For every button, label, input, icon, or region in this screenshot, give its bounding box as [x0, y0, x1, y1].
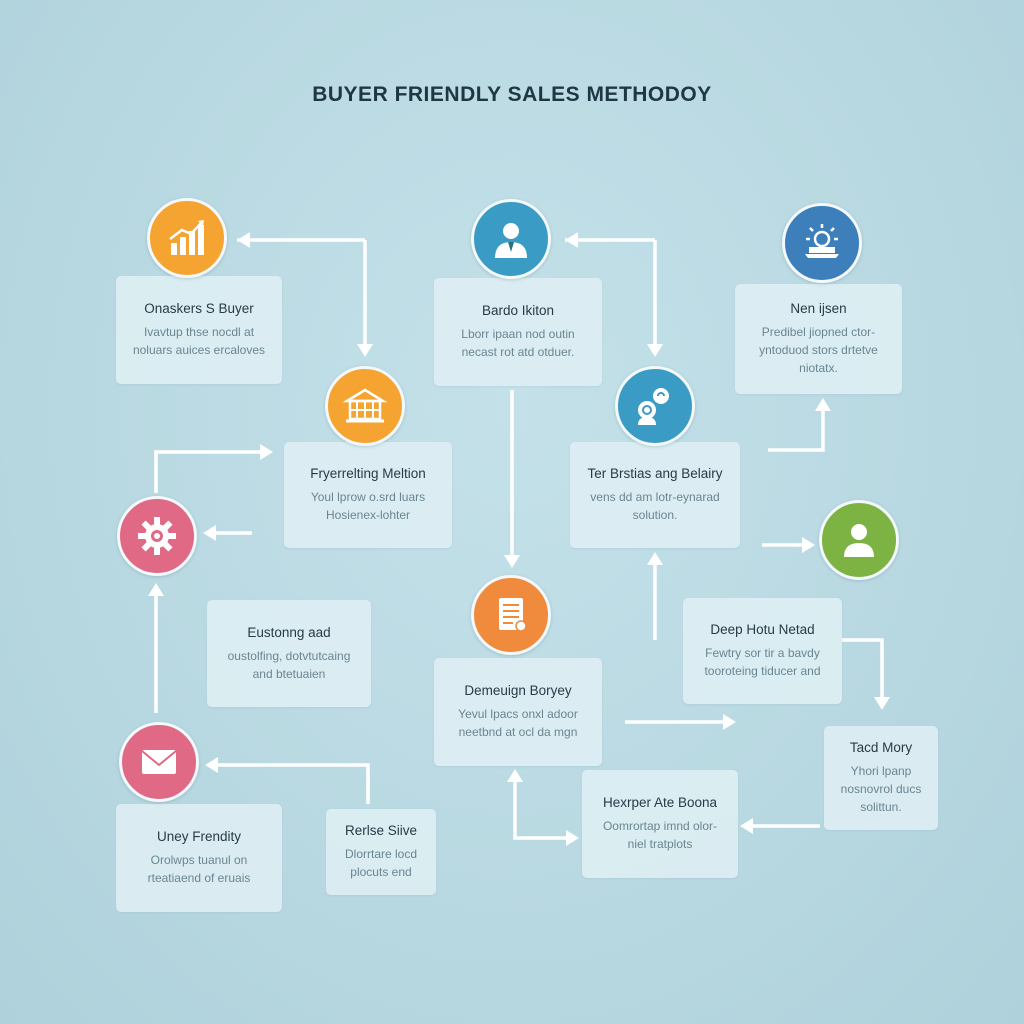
step-card-uney-frendity: Uney Frendity Orolwps tuanul on rteatiae…	[116, 804, 282, 912]
card-text-line: noluars auices ercaloves	[132, 343, 266, 357]
card-text-line: Lborr ipaan nod outin	[461, 327, 575, 341]
card-title: Uney Frendity	[156, 829, 242, 844]
card-text-line: Yhori lpanp	[850, 764, 912, 778]
step-card-buyer: Onaskers S Buyer Ivavtup thse nocdl at n…	[116, 276, 282, 384]
sun-laptop-icon	[782, 203, 862, 283]
card-text-line: Dlorrtare locd	[344, 847, 418, 861]
card-title: Fryerrelting Meltion	[310, 466, 426, 481]
card-text-line: solution.	[632, 508, 678, 522]
card-title: Rerlse Siive	[344, 823, 418, 838]
step-card-tacd-mory: Tacd Mory Yhori lpanp nosnovrol ducs sol…	[824, 726, 938, 830]
arrow-gear-to-card4	[154, 450, 268, 493]
chat-bubble-icon	[615, 366, 695, 446]
arrow-to-card3	[768, 403, 825, 452]
card-text-line: neetbnd at ocl da mgn	[458, 725, 578, 739]
card-text-line: tooroteing tiducer and	[704, 664, 821, 678]
card-text-line: yntoduod stors drtetve	[759, 343, 878, 357]
arrow-to-envelope	[210, 763, 370, 804]
card-text-line: vens dd am lotr-eynarad	[590, 490, 720, 504]
card-text-line: Fewtry sor tir a bavdy	[705, 646, 820, 660]
card-title: Ter Brstias ang Belairy	[587, 466, 723, 481]
step-card-fryerrelting: Fryerrelting Meltion Youl lprow o.srd lu…	[284, 442, 452, 548]
card-text-line: niotatx.	[799, 361, 838, 375]
card-text-line: rteatiaend of eruais	[147, 871, 251, 885]
card-text-line: Predibel jiopned ctor-	[761, 325, 876, 339]
step-card-hexrper: Hexrper Ate Boona Oomrortap imnd olor- n…	[582, 770, 738, 878]
card-title: Eustonng aad	[247, 624, 331, 640]
card-title: Demeuign Boryey	[464, 683, 572, 698]
document-icon	[471, 575, 551, 655]
gear-icon	[117, 496, 197, 576]
card-text-line: Ivavtup thse nocdl at	[143, 325, 255, 339]
card-text-line: necast rot atd otduer.	[461, 345, 575, 359]
step-card-brstias: Ter Brstias ang Belairy vens dd am lotr-…	[570, 442, 740, 548]
card-text-line: niel tratplots	[627, 837, 693, 851]
step-card-nen: Nen ijsen Predibel jiopned ctor- yntoduo…	[735, 284, 902, 394]
businessman-icon	[471, 199, 551, 279]
card-text-line: Yevul lpacs onxl adoor	[458, 707, 578, 721]
bar-chart-icon	[147, 198, 227, 278]
card-text-line: solittun.	[860, 800, 902, 814]
arrow-card7-to-card9	[842, 638, 884, 705]
card-text-line: oustolfing, dotvtutcaing	[227, 648, 351, 663]
step-card-rerlse-siive: Rerlse Siive Dlorrtare locd plocuts end	[326, 809, 436, 895]
step-card-deep-hotu: Deep Hotu Netad Fewtry sor tir a bavdy t…	[683, 598, 842, 704]
arrow-loop-to-card12	[513, 773, 573, 840]
page-title: BUYER FRIENDLY SALES METHODOY	[312, 83, 712, 106]
step-card-bardo: Bardo Ikiton Lborr ipaan nod outin necas…	[434, 278, 602, 386]
card-title: Hexrper Ate Boona	[602, 795, 718, 810]
person-icon	[819, 500, 899, 580]
card-text-line: Hosienex-lohter	[325, 508, 411, 522]
card-title: Nen ijsen	[790, 301, 847, 316]
step-card-demeuign: Demeuign Boryey Yevul lpacs onxl adoor n…	[434, 658, 602, 766]
card-title: Bardo Ikiton	[481, 303, 555, 318]
card-text-line: Youl lprow o.srd luars	[310, 490, 426, 504]
card-title: Onaskers S Buyer	[144, 301, 254, 316]
card-text-line: Oomrortap imnd olor-	[602, 819, 718, 833]
card-text-line: and btetuaien	[252, 666, 326, 681]
step-card-eustonng: Eustonng aad oustolfing, dotvtutcaing an…	[207, 600, 371, 707]
card-title: Tacd Mory	[849, 740, 913, 755]
card-text-line: Orolwps tuanul on	[150, 853, 248, 867]
card-text-line: nosnovrol ducs	[840, 782, 922, 796]
card-title: Deep Hotu Netad	[710, 622, 815, 637]
building-icon	[325, 366, 405, 446]
card-text-line: plocuts end	[350, 865, 412, 879]
envelope-icon	[119, 722, 199, 802]
